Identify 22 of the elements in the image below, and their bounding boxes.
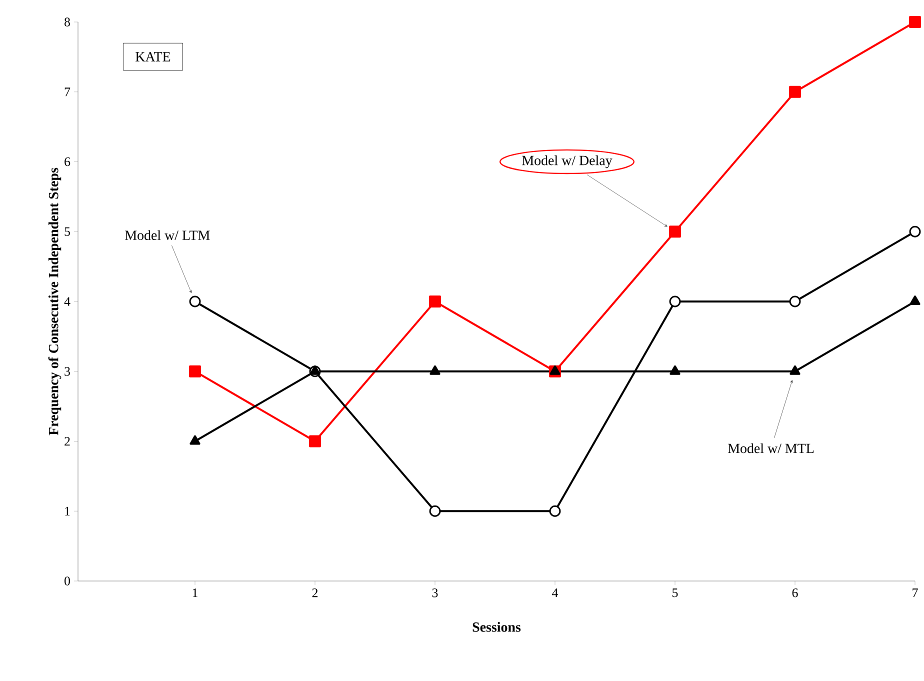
x-tick-label: 6 <box>792 588 798 598</box>
x-tick-label: 2 <box>312 588 318 598</box>
legend-label: Model w/ Delay <box>522 155 612 168</box>
x-axis-title: Sessions <box>472 622 521 632</box>
x-tick-label: 1 <box>192 588 198 598</box>
x-tick-label: 5 <box>672 588 678 598</box>
text: Model w/ MTL <box>728 443 814 454</box>
y-tick-label: 8 <box>64 18 70 26</box>
x-tick-label: 3 <box>432 588 438 598</box>
y-tick-label: 6 <box>64 157 70 166</box>
y-tick-label: 2 <box>64 436 70 446</box>
y-axis-title: Frequency of Consecutive Independent Steps <box>48 168 62 436</box>
y-tick-label: 4 <box>64 297 70 306</box>
y-tick-label: 1 <box>65 506 70 516</box>
text: Model w/ LTM <box>125 230 210 240</box>
y-tick-label: 5 <box>64 227 70 236</box>
x-tick-label: 4 <box>552 588 558 598</box>
y-tick-label: 3 <box>64 367 70 376</box>
x-tick-label: 7 <box>912 588 918 597</box>
y-tick-label: 7 <box>64 88 70 96</box>
y-tick-label: 0 <box>64 576 70 586</box>
annotation: KATE <box>136 52 170 62</box>
